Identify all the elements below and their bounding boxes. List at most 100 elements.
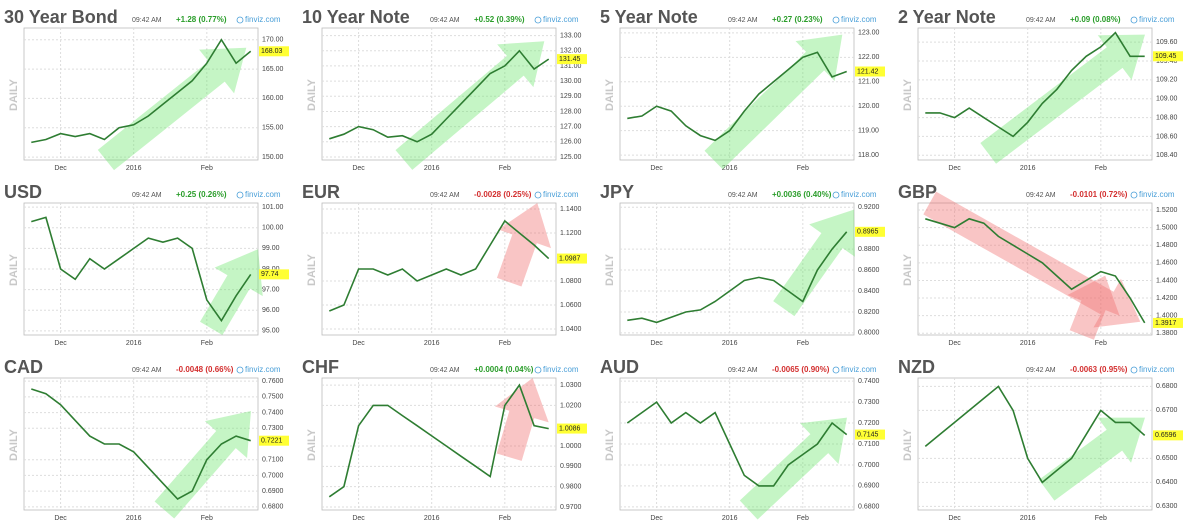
y-tick-label: 123.00 [858,30,880,37]
y-tick-label: 99.00 [262,245,280,252]
y-tick-label: 100.00 [262,225,284,232]
y-tick-label: 128.00 [560,108,582,115]
daily-label: DAILY [604,428,616,461]
y-tick-label: 0.7400 [262,409,284,416]
x-tick-label: Feb [797,340,809,347]
price-highlight [855,226,885,237]
source-icon [1130,366,1138,374]
y-tick-label: 131.00 [560,63,582,70]
daily-label: DAILY [902,253,914,286]
daily-label: DAILY [604,253,616,286]
x-tick-label: Dec [948,340,961,347]
price-line [924,385,1146,484]
plot-frame [917,27,1153,161]
time: 09:42 AM [430,192,460,199]
source-icon [832,366,840,374]
time: 09:42 AM [728,17,758,24]
chart-title: CHF [302,357,339,377]
plot-frame [321,202,557,336]
y-tick-label: 160.00 [262,95,284,102]
x-tick-label: 2016 [424,340,440,347]
y-tick-label: 120.00 [858,103,880,110]
x-tick-label: Dec [352,515,365,522]
price-line [627,51,847,142]
y-tick-label: 0.7600 [262,378,284,385]
chart-panel: 150.00 155.00 160.00 165.00 170.00 Dec 2016 Feb… [4,7,289,172]
source-icon [534,16,542,24]
x-tick-label: 2016 [722,515,738,522]
y-tick-label: 0.7000 [262,472,284,479]
y-tick-label: 1.4800 [1156,242,1178,249]
source-icon [236,191,244,199]
trend-arrow [395,41,545,170]
x-tick-label: 2016 [126,165,142,172]
trend-arrow [980,34,1145,164]
price-highlight [855,429,885,440]
chart-title: JPY [600,182,634,202]
y-tick-label: 0.6300 [1156,503,1178,510]
y-tick-label: 0.8400 [858,288,880,295]
trend-arrow [154,411,251,519]
x-tick-label: Feb [201,165,213,172]
chart-title: 10 Year Note [302,7,410,27]
x-tick-label: 2016 [722,340,738,347]
y-tick-label: 109.20 [1156,77,1178,84]
y-tick-label: 150.00 [262,154,284,161]
time: 09:42 AM [1026,17,1056,24]
trend-arrow [739,417,847,520]
last-price: 0.8965 [857,229,879,236]
daily-label: DAILY [8,78,20,111]
price-highlight [855,66,885,77]
source: finviz.com [543,190,579,199]
daily-label: DAILY [306,428,318,461]
y-tick-label: 1.0200 [560,402,582,409]
y-tick-label: 1.1200 [560,230,582,237]
x-tick-label: Feb [499,165,511,172]
price-highlight [557,253,587,264]
x-tick-label: Dec [948,515,961,522]
last-price: 109.45 [1155,53,1177,60]
y-tick-label: 109.00 [1156,96,1178,103]
y-tick-label: 109.40 [1156,58,1178,65]
price-line [31,38,252,144]
price-line [925,217,1146,324]
chart-title: AUD [600,357,639,377]
trend-arrow [923,191,1141,328]
y-tick-label: 0.7100 [262,457,284,464]
chart-panel: 0.8000 0.8200 0.8400 0.8600 0.8800 0.9200 Dec 2… [600,182,885,347]
y-tick-label: 1.3800 [1156,330,1178,337]
source: finviz.com [1139,365,1175,374]
y-tick-label: 98.00 [262,266,280,273]
y-tick-label: 0.7300 [858,399,880,406]
time: 09:42 AM [728,367,758,374]
daily-label: DAILY [604,78,616,111]
y-tick-label: 1.0300 [560,382,582,389]
y-tick-label: 97.00 [262,286,280,293]
source-icon [1130,16,1138,24]
time: 09:42 AM [132,367,162,374]
y-tick-label: 0.6900 [262,488,284,495]
plot-frame [619,202,855,336]
trend-arrow [1038,417,1145,501]
time: 09:42 AM [430,367,460,374]
y-tick-label: 0.9900 [560,463,582,470]
y-tick-label: 122.00 [858,54,880,61]
trend-arrow [704,34,843,170]
chart-panel: 0.6300 0.6400 0.6500 0.6700 0.6800 Dec 2016 Feb… [898,357,1183,522]
last-price: 131.45 [559,56,581,63]
daily-label: DAILY [902,78,914,111]
plot-frame [23,377,259,511]
change: +0.09 (0.08%) [1070,15,1121,24]
y-tick-label: 1.5200 [1156,207,1178,214]
y-tick-label: 0.8000 [858,330,880,337]
y-tick-label: 0.9700 [560,504,582,511]
trend-arrow [97,47,247,171]
change: -0.0028 (0.25%) [474,190,532,199]
y-tick-label: 1.4200 [1156,295,1178,302]
y-tick-label: 0.7200 [858,420,880,427]
chart-title: NZD [898,357,935,377]
source: finviz.com [841,365,877,374]
chart-title: EUR [302,182,340,202]
y-tick-label: 108.40 [1156,152,1178,159]
y-tick-label: 1.4400 [1156,277,1178,284]
